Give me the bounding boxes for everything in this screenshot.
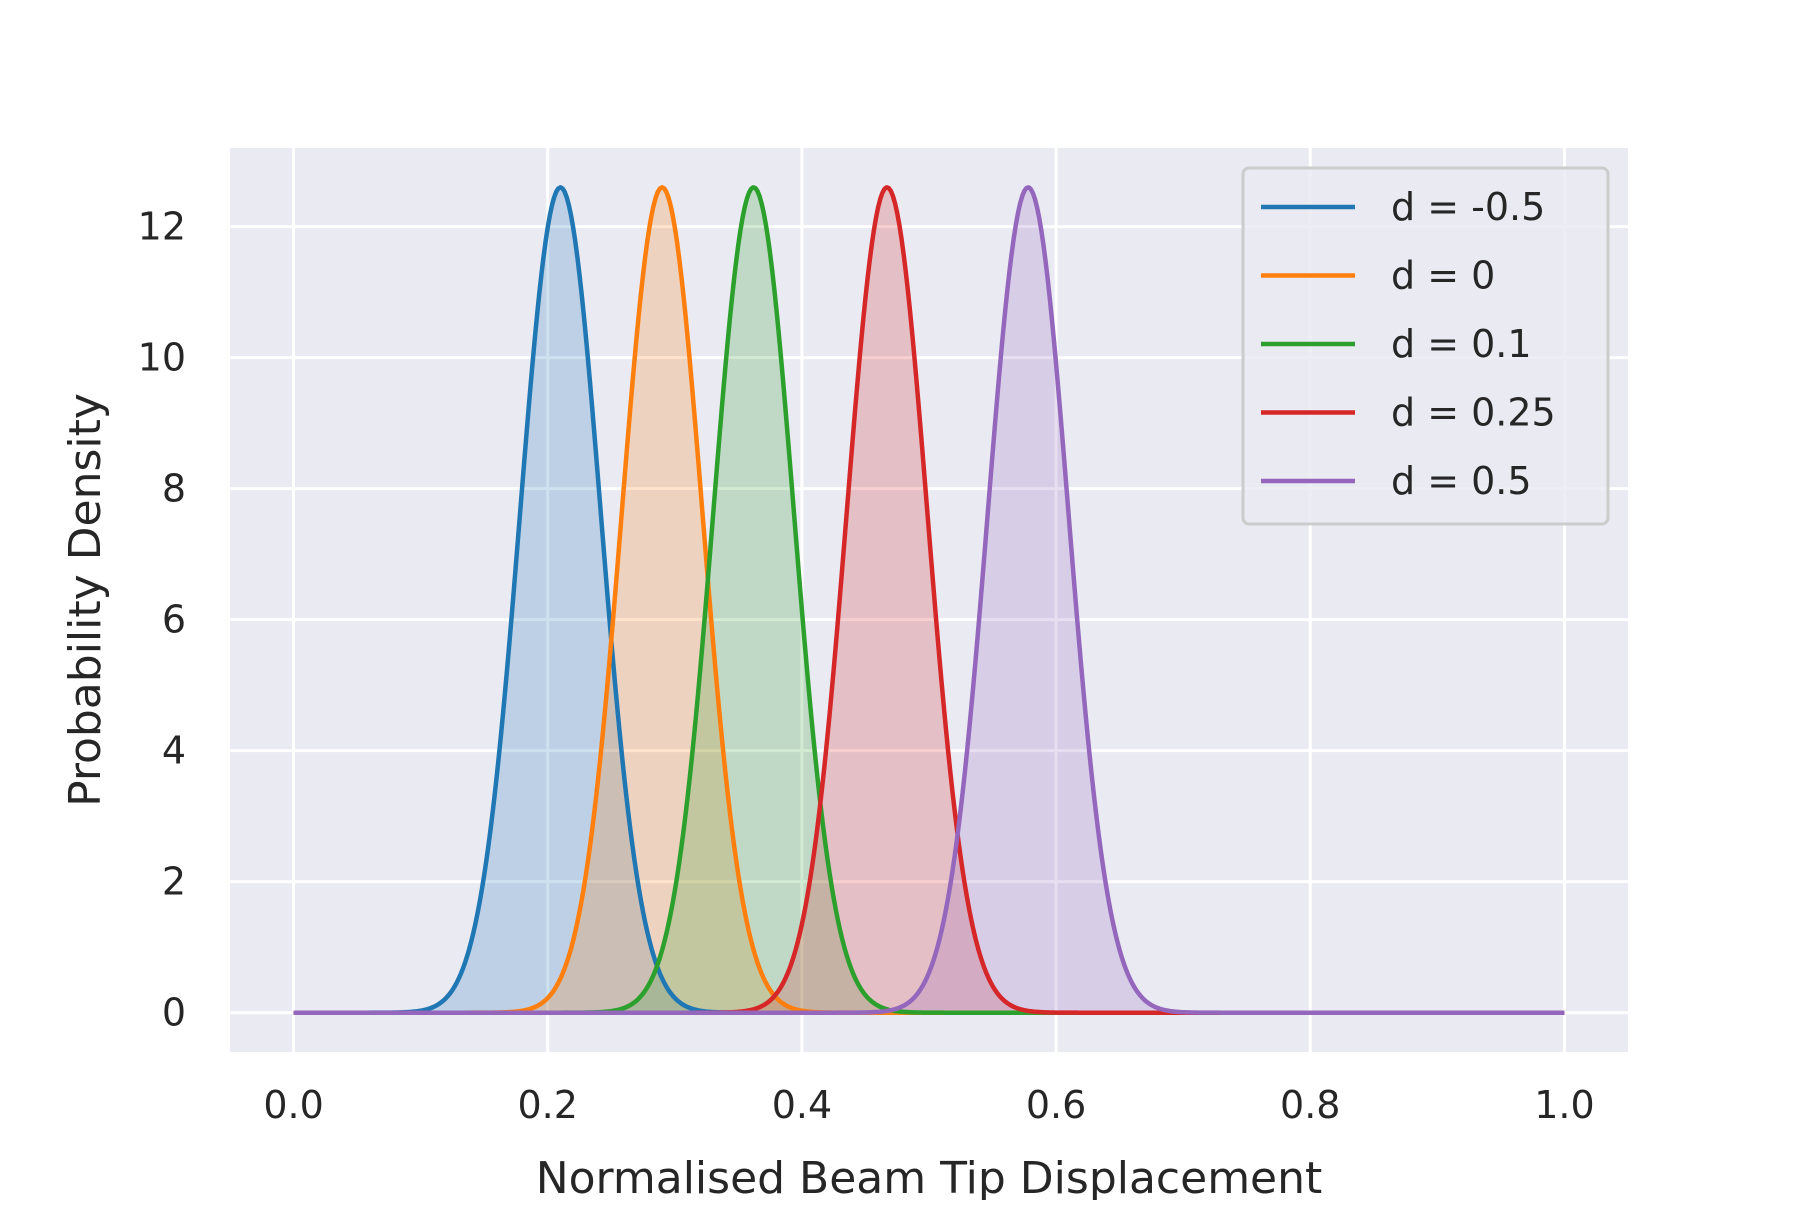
- series-fill-1: [293, 187, 1565, 1013]
- x-tick-label: 0.4: [772, 1083, 832, 1127]
- y-tick-label: 4: [162, 729, 186, 773]
- legend-label: d = 0.5: [1391, 459, 1532, 503]
- series-fills: [293, 187, 1565, 1013]
- y-tick-label: 2: [162, 860, 186, 904]
- y-tick-label: 12: [138, 205, 186, 249]
- y-tick-label: 0: [162, 991, 186, 1035]
- series-fill-0: [293, 187, 1565, 1013]
- series-line-4: [293, 185, 1565, 1015]
- x-axis-label: Normalised Beam Tip Displacement: [536, 1153, 1323, 1200]
- legend-box: [1241, 166, 1610, 526]
- y-tick-labels: 0 2 4 6 8 10 12: [138, 205, 186, 1035]
- y-axis-label: Probability Density: [60, 393, 111, 807]
- x-tick-labels: 0.0 0.2 0.4 0.6 0.8 1.0: [263, 1083, 1594, 1127]
- legend-label: d = 0.1: [1391, 322, 1532, 366]
- y-tick-label: 6: [162, 598, 186, 642]
- x-tick-label: 1.0: [1534, 1083, 1594, 1127]
- legend-label: d = 0: [1391, 254, 1495, 298]
- x-tick-label: 0.6: [1026, 1083, 1086, 1127]
- y-tick-label: 10: [138, 336, 186, 380]
- series-fill-3: [293, 187, 1565, 1013]
- x-tick-label: 0.8: [1280, 1083, 1340, 1127]
- x-tick-label: 0.0: [263, 1083, 323, 1127]
- x-tick-label: 0.2: [518, 1083, 578, 1127]
- series-lines: [293, 185, 1565, 1015]
- legend: d = -0.5 d = 0 d = 0.1 d = 0.25 d = 0.5: [1241, 166, 1610, 526]
- y-tick-label: 8: [162, 467, 186, 511]
- legend-label: d = 0.25: [1391, 391, 1556, 435]
- legend-label: d = -0.5: [1391, 185, 1545, 229]
